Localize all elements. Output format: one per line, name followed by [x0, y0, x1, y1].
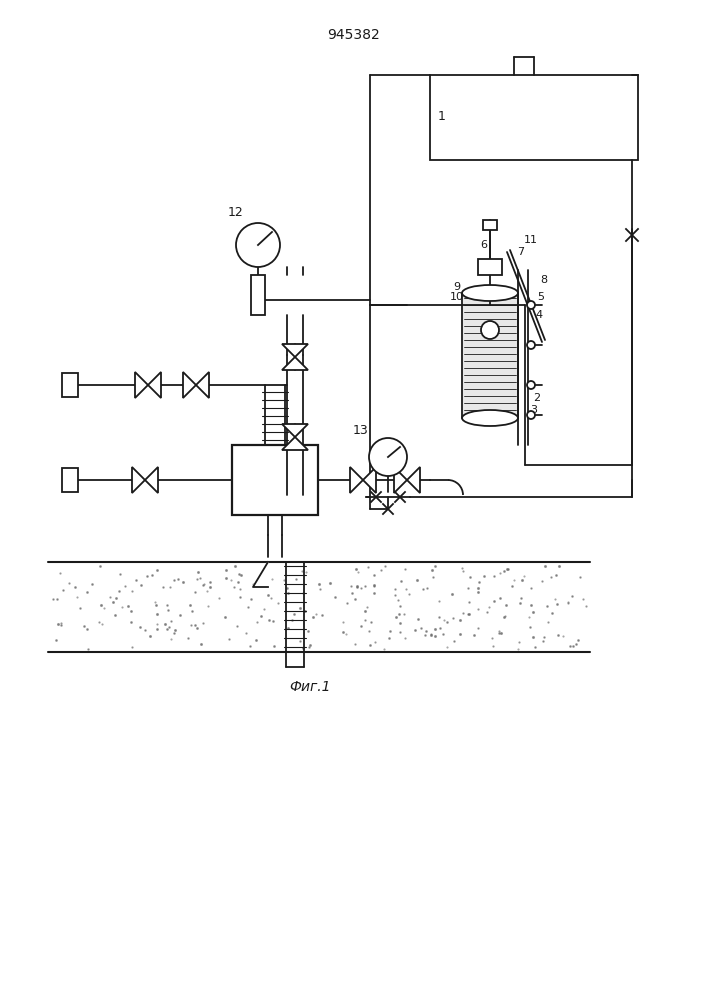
Polygon shape	[148, 372, 161, 398]
Polygon shape	[132, 467, 145, 493]
Text: 2: 2	[533, 393, 540, 403]
Bar	[463, 293, 517, 418]
Circle shape	[481, 321, 499, 339]
Polygon shape	[394, 467, 407, 493]
Text: 1: 1	[438, 110, 446, 123]
Text: 8: 8	[540, 275, 547, 285]
Circle shape	[369, 438, 407, 476]
Bar	[62, 468, 78, 492]
Polygon shape	[183, 372, 196, 398]
Bar	[483, 220, 497, 230]
Text: 10: 10	[450, 292, 464, 302]
Bar	[62, 373, 78, 397]
Ellipse shape	[462, 410, 518, 426]
Polygon shape	[282, 357, 308, 370]
Circle shape	[236, 223, 280, 267]
Text: 9: 9	[453, 282, 460, 292]
Polygon shape	[282, 437, 308, 450]
Text: 5: 5	[537, 292, 544, 302]
Circle shape	[527, 411, 535, 419]
Bar	[478, 259, 502, 275]
Ellipse shape	[462, 285, 518, 301]
Text: 11: 11	[524, 235, 538, 245]
Circle shape	[527, 341, 535, 349]
Polygon shape	[253, 562, 268, 587]
Polygon shape	[407, 467, 420, 493]
Text: 6: 6	[480, 240, 487, 250]
Polygon shape	[282, 344, 308, 357]
Text: 945382: 945382	[327, 28, 380, 42]
Text: 3: 3	[530, 405, 537, 415]
Polygon shape	[196, 372, 209, 398]
Polygon shape	[363, 467, 376, 493]
Polygon shape	[282, 424, 308, 437]
Bar	[232, 445, 318, 515]
Polygon shape	[350, 467, 363, 493]
Circle shape	[527, 301, 535, 309]
Circle shape	[527, 381, 535, 389]
Text: 7: 7	[517, 247, 524, 257]
Text: 12: 12	[228, 207, 244, 220]
Bar	[251, 275, 265, 315]
Polygon shape	[135, 372, 148, 398]
Text: 4: 4	[535, 310, 542, 320]
Text: 13: 13	[353, 424, 369, 436]
Bar	[430, 75, 638, 160]
Polygon shape	[145, 467, 158, 493]
Text: Фиг.1: Фиг.1	[289, 680, 331, 694]
